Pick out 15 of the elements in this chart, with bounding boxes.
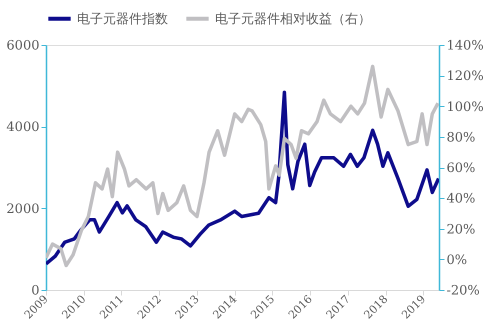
y2-tick-label: 20% (446, 222, 476, 238)
y2-tick-label: -20% (446, 284, 480, 298)
y-tick-label: 2000 (6, 202, 40, 217)
y-tick-label: 0 (31, 284, 40, 298)
legend-label: 电子元器件相对收益（右） (215, 12, 371, 27)
y2-tick-label: 40% (446, 192, 476, 207)
y2-tick-label: 80% (446, 130, 476, 146)
y2-tick-label: 0% (446, 252, 468, 268)
y2-tick-label: 140% (446, 38, 484, 54)
y2-tick-label: 100% (446, 100, 484, 115)
legend-label: 电子元器件指数 (77, 12, 168, 27)
y2-tick-label: 120% (446, 69, 484, 84)
y-tick-label: 4000 (6, 120, 40, 136)
y2-tick-label: 60% (446, 161, 476, 176)
y-tick-label: 6000 (6, 38, 40, 54)
